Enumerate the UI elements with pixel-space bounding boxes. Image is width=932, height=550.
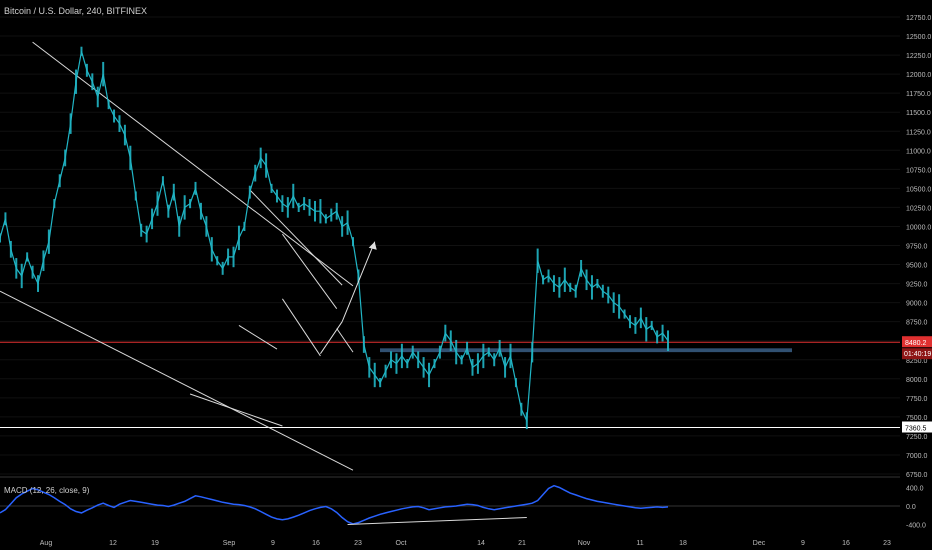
trendline <box>336 328 354 353</box>
price-tick-label: 9750.0 <box>906 244 928 251</box>
price-tick-label: 10000.0 <box>906 224 931 231</box>
time-tick-label: 16 <box>312 540 320 547</box>
projection-arrow <box>320 241 377 354</box>
price-tick-label: 12250.0 <box>906 53 931 60</box>
macd-line <box>0 484 669 525</box>
price-tick-label: 9000.0 <box>906 301 928 308</box>
support-zone <box>380 348 792 353</box>
time-tick-label: 11 <box>636 540 643 547</box>
macd-tick-label: 0.0 <box>906 504 916 511</box>
arrow-head <box>368 241 377 250</box>
arrow-leg-1 <box>320 321 343 354</box>
time-axis[interactable]: Aug 12 19 Sep 9 16 23 Oct 14 21 Nov 11 18 Dec 9 16 23 <box>40 540 891 547</box>
time-tick-label: 16 <box>842 540 850 547</box>
macd-series <box>0 484 900 525</box>
price-tick-label: 8250.0 <box>906 358 928 365</box>
time-tick-label: 9 <box>271 540 275 547</box>
price-tick-label: 8000.0 <box>906 377 928 384</box>
price-tick-label: 10500.0 <box>906 186 931 193</box>
time-tick-label: 14 <box>477 540 485 547</box>
arrow-leg-2 <box>341 241 376 322</box>
price-tag-bg <box>902 421 932 433</box>
chart-title: Bitcoin / U.S. Dollar, 240, BITFINEX <box>4 6 148 16</box>
price-tick-label: 9250.0 <box>906 282 928 289</box>
price-tick-label: 12750.0 <box>906 15 931 22</box>
price-tick-label: 11500.0 <box>906 110 931 117</box>
time-tick-label: 23 <box>354 540 362 547</box>
price-series <box>0 46 669 430</box>
price-tick-label: 7000.0 <box>906 453 928 460</box>
support-zone-rect <box>380 348 792 353</box>
time-tick-label: 21 <box>518 540 526 547</box>
time-tick-label: Aug <box>40 540 53 547</box>
trendline <box>189 393 283 427</box>
price-tick-label: 12500.0 <box>906 34 931 41</box>
price-tick-label: 11750.0 <box>906 91 931 98</box>
time-tick-label: 18 <box>679 540 687 547</box>
time-tick-label: Sep <box>223 540 236 547</box>
price-tick-label: 12000.0 <box>906 72 931 79</box>
price-tick-label: 8750.0 <box>906 320 928 327</box>
macd-indicator-label: MACD (12, 26, close, 9) <box>4 486 90 495</box>
price-tick-label: 10750.0 <box>906 167 931 174</box>
trendline <box>282 233 338 310</box>
price-tick-label: 7750.0 <box>906 396 928 403</box>
trendlines <box>0 41 354 471</box>
time-tick-label: 23 <box>883 540 891 547</box>
trendline <box>281 298 321 357</box>
price-tick-label: 11000.0 <box>906 148 931 155</box>
price-tag-label: 7360.5 <box>905 426 927 433</box>
price-tick-label: 7500.0 <box>906 415 928 422</box>
price-tick-label: 7250.0 <box>906 434 928 441</box>
trendline <box>249 189 343 286</box>
trendline <box>238 325 278 350</box>
countdown-label: 01:40:19 <box>904 351 931 358</box>
price-tick-label: 11250.0 <box>906 129 931 136</box>
time-tick-label: 9 <box>801 540 805 547</box>
trendline <box>0 290 354 471</box>
macd-tick-label: 400.0 <box>906 486 924 493</box>
macd-divergence-line <box>347 517 527 525</box>
price-tick-label: 10250.0 <box>906 205 931 212</box>
price-tag-label: 8480.2 <box>905 340 927 347</box>
time-tick-label: Dec <box>753 540 766 547</box>
price-tick-label: 9500.0 <box>906 263 928 270</box>
countdown-bg <box>902 348 932 360</box>
macd-tick-label: -400.0 <box>906 522 926 529</box>
time-tick-label: Nov <box>578 540 591 547</box>
time-tick-label: 19 <box>151 540 159 547</box>
price-line <box>0 51 669 423</box>
price-tick-label: 6750.0 <box>906 472 928 479</box>
time-tick-label: Oct <box>396 540 407 547</box>
trendline <box>32 41 354 287</box>
time-tick-label: 12 <box>109 540 117 547</box>
macd-axis[interactable]: 400.0 0.0 -400.0 <box>906 486 926 530</box>
price-axis[interactable]: 12750.0 12500.0 12250.0 12000.0 11750.0 11500… <box>902 15 932 479</box>
price-tag-bg <box>902 336 932 348</box>
